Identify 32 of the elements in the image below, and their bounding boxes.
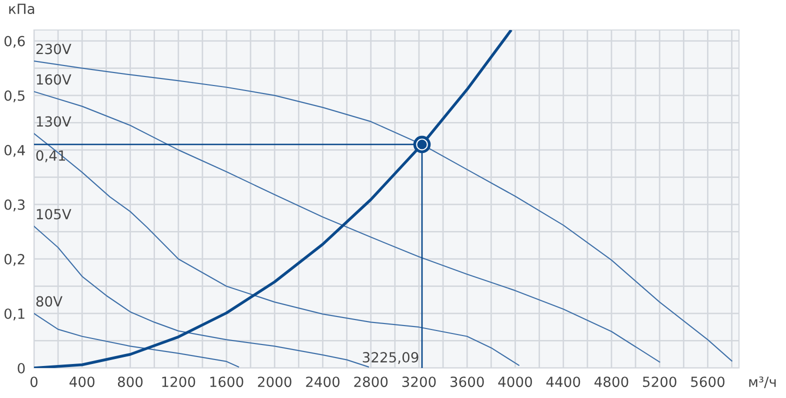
y-tick-label: 0,6 [4,36,25,48]
x-tick-label: 3200 [402,376,436,388]
y-tick-label: 0 [18,362,25,374]
x-tick-label: 5600 [691,376,724,388]
x-axis-title: м³/ч [749,376,776,388]
x-tick-label: 1200 [162,376,196,388]
series-label: 160V [36,74,72,85]
x-tick-label: 2400 [306,376,340,388]
y-tick-label: 0,3 [4,199,25,212]
y-tick-label: 0,5 [4,90,24,102]
x-tick-label: 4400 [546,376,580,388]
line-series [34,133,520,366]
x-tick-label: 0 [30,376,38,388]
x-tick-label: 1600 [210,376,244,388]
series-label: 230V [36,44,72,54]
series-label: 130V [36,116,72,127]
x-tick-label: 2000 [258,376,292,388]
series-label: 105V [36,208,72,220]
series-label: 80V [36,296,62,307]
x-tick-label: 2800 [354,376,388,388]
x-tick-label: 5200 [642,376,676,388]
x-tick-label: 400 [70,376,94,388]
y-axis-title: кПа [9,4,34,14]
y-tick-label: 0,1 [4,308,24,320]
x-tick-label: 800 [118,376,143,388]
x-tick-label: 4800 [594,376,628,388]
x-tick-label: 3600 [450,376,484,388]
ref-line-label: 3225,09 [362,352,418,364]
line-series [34,312,240,368]
x-tick-label: 4000 [498,376,532,388]
y-tick-label: 0,2 [4,254,24,266]
y-tick-label: 0,4 [4,144,25,157]
